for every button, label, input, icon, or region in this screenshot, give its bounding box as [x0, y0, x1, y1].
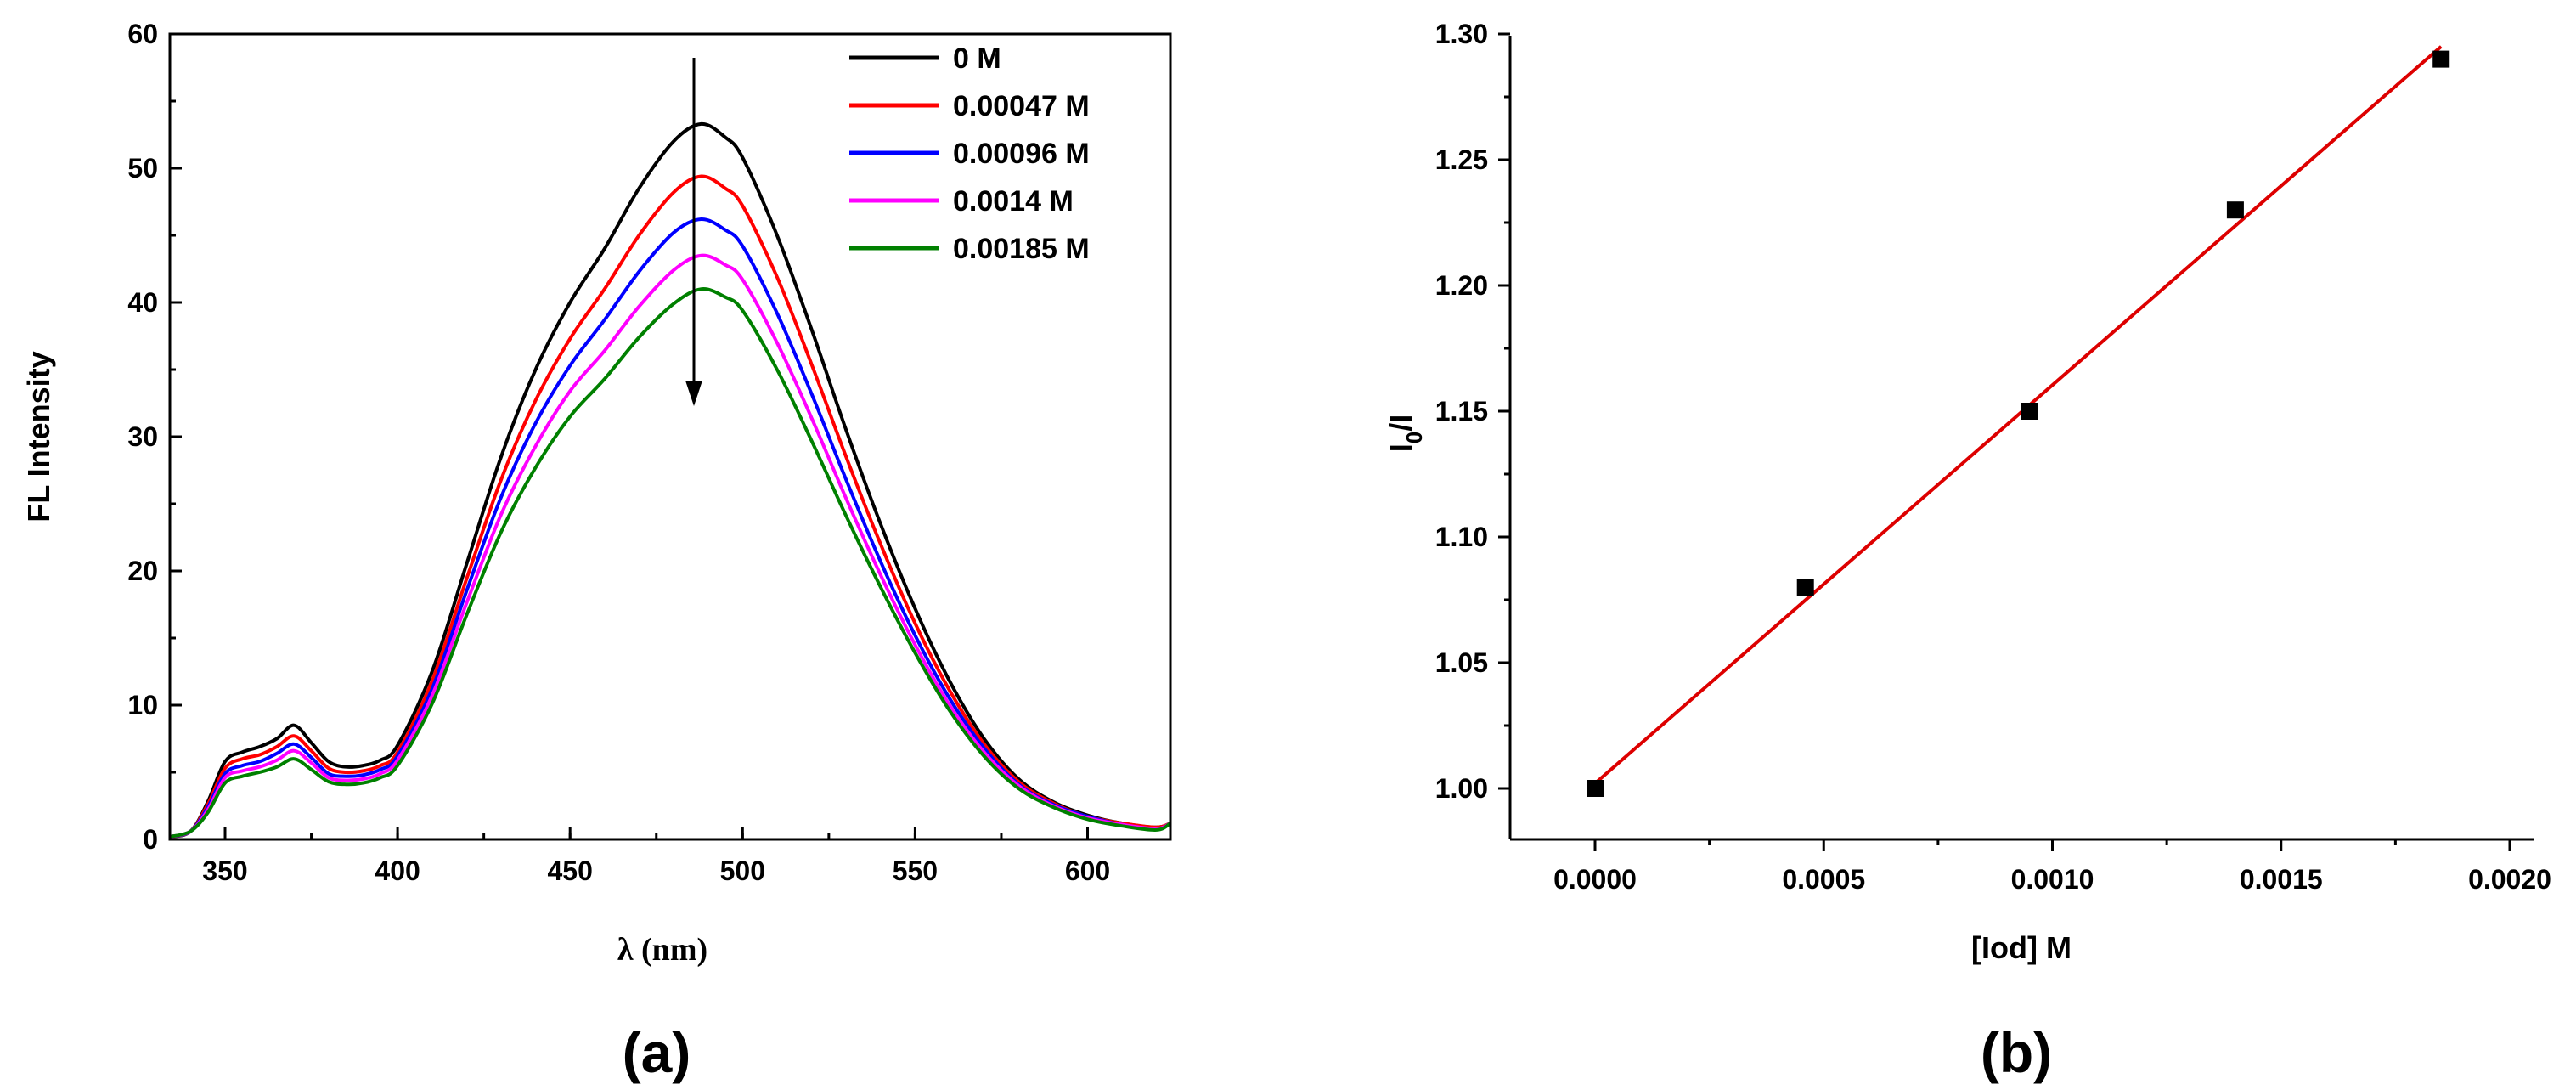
panel-a-chart: 350 400 450 500 550 600 0 10 20 30 40 50 60 0 M 0.000…: [21, 19, 1172, 1084]
b-y-tick-label-4: 1.20: [1435, 270, 1488, 301]
b-y-tick-label-2: 1.10: [1435, 522, 1488, 552]
a-x-tick-label-1: 400: [375, 856, 420, 886]
a-x-axis-label: λ (nm): [617, 932, 707, 968]
b-y-tick-label-1: 1.05: [1435, 647, 1488, 678]
b-x-tick-label-2: 0.0010: [2011, 864, 2094, 895]
a-series-line-0: [169, 121, 1171, 839]
a-legend-label-2: 0.00096 M: [953, 138, 1090, 170]
b-data-point-2: [2021, 403, 2038, 420]
a-series-line-2: [169, 217, 1171, 839]
b-y-tick-label-3: 1.15: [1435, 396, 1488, 426]
a-legend: 0 M 0.00047 M 0.00096 M 0.0014 M 0.00185 M: [849, 42, 1090, 265]
a-series-line-4: [169, 287, 1172, 839]
a-series-line-3: [169, 253, 1171, 839]
b-points-group: [1587, 50, 2450, 797]
b-data-point-0: [1587, 780, 1604, 797]
a-axis-ticks: 350 400 450 500 550 600 0 10 20 30 40 50 60: [127, 19, 1110, 886]
a-y-tick-label-4: 40: [127, 287, 158, 318]
b-x-axis-label: [Iod] M: [1971, 930, 2072, 965]
b-axes: [1508, 36, 2534, 841]
a-legend-label-0: 0 M: [953, 42, 1001, 75]
panel-b-chart: 0.0000 0.0005 0.0010 0.0015 0.0020 1.00 1.05 1.…: [1384, 19, 2551, 1084]
b-data-point-4: [2432, 50, 2450, 68]
b-y-axis-label: I0/I: [1384, 415, 1427, 453]
b-y-axis-label-tail: /I: [1384, 415, 1418, 432]
a-y-tick-label-2: 20: [127, 556, 158, 586]
b-axis-ticks: 0.0000 0.0005 0.0010 0.0015 0.0020 1.00 1.05 1.…: [1435, 19, 2551, 895]
b-data-point-3: [2226, 201, 2244, 219]
b-fit-line-group: [1593, 45, 2443, 785]
b-y-axis-label-subscript: 0: [1401, 432, 1427, 443]
b-x-tick-label-3: 0.0015: [2240, 864, 2323, 895]
b-x-tick-label-4: 0.0020: [2468, 864, 2551, 895]
a-series-line-1: [169, 174, 1171, 839]
b-y-axis-label-main: I: [1384, 443, 1418, 452]
b-fit-line: [1593, 45, 2443, 785]
a-y-axis-label: FL Intensity: [21, 351, 56, 522]
a-x-tick-label-2: 450: [548, 856, 593, 886]
a-x-tick-label-5: 600: [1065, 856, 1110, 886]
a-y-tick-label-3: 30: [127, 421, 158, 452]
a-y-tick-label-0: 0: [143, 824, 158, 855]
a-y-tick-label-1: 10: [127, 690, 158, 720]
a-legend-label-3: 0.0014 M: [953, 185, 1074, 217]
a-x-tick-label-4: 550: [893, 856, 938, 886]
b-data-point-1: [1796, 579, 1814, 596]
b-y-tick-label-6: 1.30: [1435, 19, 1488, 49]
b-y-tick-label-0: 1.00: [1435, 773, 1488, 804]
a-x-tick-label-3: 500: [720, 856, 765, 886]
a-y-tick-label-5: 50: [127, 153, 158, 184]
a-series-group: [169, 121, 1172, 839]
b-x-tick-label-1: 0.0005: [1782, 864, 1865, 895]
b-panel-label: (b): [1981, 1021, 2052, 1084]
a-legend-label-4: 0.00185 M: [953, 233, 1090, 265]
a-decrease-arrow: [685, 58, 702, 406]
a-y-tick-label-6: 60: [127, 19, 158, 49]
a-x-tick-label-0: 350: [202, 856, 247, 886]
b-x-tick-label-0: 0.0000: [1553, 864, 1637, 895]
a-panel-label: (a): [623, 1021, 691, 1084]
b-y-tick-label-5: 1.25: [1435, 144, 1488, 175]
a-legend-label-1: 0.00047 M: [953, 90, 1090, 122]
